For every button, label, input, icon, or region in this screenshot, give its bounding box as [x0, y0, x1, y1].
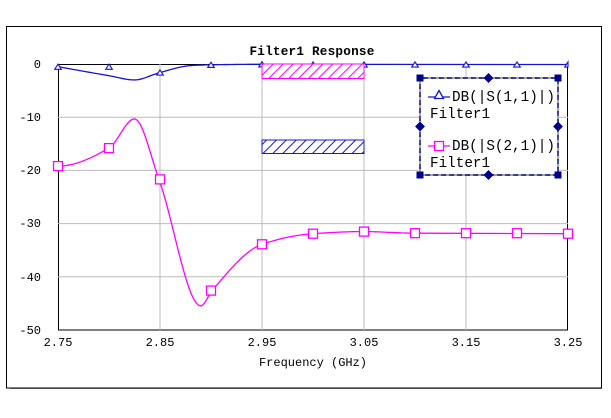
svg-text:2.95: 2.95	[248, 336, 277, 350]
svg-text:0: 0	[34, 58, 41, 72]
svg-text:-40: -40	[19, 271, 41, 285]
svg-text:Filter1: Filter1	[430, 107, 490, 123]
svg-text:Frequency (GHz): Frequency (GHz)	[259, 356, 367, 370]
svg-text:-10: -10	[19, 111, 41, 125]
svg-text:2.75: 2.75	[44, 336, 73, 350]
svg-text:-20: -20	[19, 164, 41, 178]
svg-text:DB(|S(1,1)|): DB(|S(1,1)|)	[452, 90, 555, 106]
svg-text:3.15: 3.15	[452, 336, 481, 350]
svg-text:Filter1 Response: Filter1 Response	[249, 44, 374, 59]
svg-text:Filter1: Filter1	[430, 156, 490, 172]
svg-text:2.85: 2.85	[146, 336, 175, 350]
svg-text:3.05: 3.05	[350, 336, 379, 350]
svg-text:-50: -50	[19, 324, 41, 338]
svg-text:-30: -30	[19, 217, 41, 231]
svg-text:DB(|S(2,1)|): DB(|S(2,1)|)	[452, 139, 555, 155]
svg-text:3.25: 3.25	[554, 336, 583, 350]
